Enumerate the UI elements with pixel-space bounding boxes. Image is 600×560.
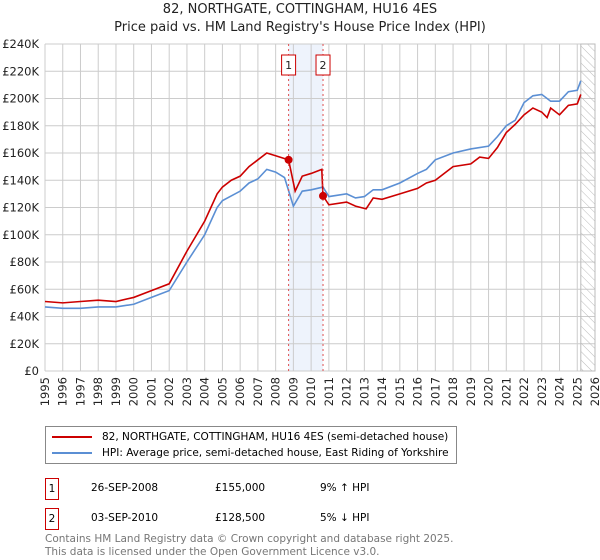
- x-tick-label: 2020: [482, 377, 496, 406]
- sale-label-box: [281, 54, 297, 76]
- footer: Contains HM Land Registry data © Crown c…: [45, 533, 453, 558]
- x-tick-label: 2003: [180, 377, 194, 406]
- x-tick-label: 2010: [304, 377, 318, 406]
- x-tick-label: 1997: [73, 377, 87, 406]
- y-tick-label: £100K: [2, 228, 39, 242]
- sale-price: £155,000: [215, 482, 266, 494]
- x-tick-label: 2026: [588, 377, 600, 406]
- y-tick-label: £220K: [2, 64, 39, 78]
- legend-item-property: 82, NORTHGATE, COTTINGHAM, HU16 4ES (sem…: [52, 429, 448, 445]
- sale-row-2: 2 03-SEP-2010 £128,500 5% ↓ HPI: [45, 508, 600, 530]
- sale-row-1: 1 26-SEP-2008 £155,000 9% ↑ HPI: [45, 478, 600, 500]
- sale-date: 03-SEP-2010: [91, 512, 159, 524]
- forecast-hatch: [580, 43, 596, 372]
- series-line: [44, 80, 582, 310]
- y-tick-label: £40K: [10, 310, 40, 324]
- legend-label: HPI: Average price, semi-detached house,…: [102, 447, 449, 459]
- x-tick-label: 2023: [535, 377, 549, 406]
- series-line: [44, 94, 582, 304]
- x-tick-label: 2014: [375, 377, 389, 406]
- sale-marker-box: 1: [45, 478, 59, 500]
- sale-label: 1: [285, 59, 292, 72]
- y-tick-label: £140K: [2, 173, 39, 187]
- y-tick-label: £80K: [10, 255, 40, 269]
- x-tick-label: 2000: [127, 377, 141, 406]
- sale-price: £128,500: [215, 512, 266, 524]
- x-tick-label: 2001: [144, 377, 158, 406]
- x-tick-label: 1999: [109, 377, 123, 406]
- footer-licence: This data is licensed under the Open Gov…: [45, 545, 380, 558]
- y-tick-label: £180K: [2, 119, 39, 133]
- x-tick-label: 2019: [464, 377, 478, 406]
- x-tick-label: 2015: [393, 377, 407, 406]
- x-tick-label: 2016: [411, 377, 425, 406]
- x-tick-label: 1995: [38, 377, 52, 406]
- y-tick-label: £20K: [10, 337, 40, 351]
- sale-label: 2: [320, 59, 327, 72]
- x-tick-label: 2002: [162, 377, 176, 406]
- y-tick-label: £160K: [2, 146, 39, 160]
- x-tick-label: 2008: [269, 377, 283, 406]
- plot-area: £0 £20K £40K £60K £80K £100K £120K £140K £160K £1…: [2, 37, 600, 406]
- x-tick-label: 2017: [428, 377, 442, 406]
- y-tick-label: £240K: [2, 37, 39, 51]
- footer-copyright: Contains HM Land Registry data © Crown c…: [45, 533, 454, 545]
- x-tick-label: 2021: [499, 377, 513, 406]
- legend-label: 82, NORTHGATE, COTTINGHAM, HU16 4ES (sem…: [102, 431, 449, 443]
- x-tick-label: 2022: [517, 377, 531, 406]
- y-tick-label: £120K: [2, 201, 39, 215]
- x-tick-label: 2005: [215, 377, 229, 406]
- sale-point: [284, 155, 293, 164]
- y-tick-label: £0: [24, 364, 39, 378]
- x-tick-label: 2006: [233, 377, 247, 406]
- x-tick-label: 2025: [570, 377, 584, 406]
- sale-date: 26-SEP-2008: [91, 482, 159, 494]
- legend-item-hpi: HPI: Average price, semi-detached house,…: [52, 445, 449, 461]
- sale-hpi: 9% ↑ HPI: [320, 482, 370, 494]
- x-tick-label: 2009: [286, 377, 300, 406]
- sale-label-box: [315, 54, 331, 76]
- y-tick-label: £60K: [10, 282, 40, 296]
- chart-title: 82, NORTHGATE, COTTINGHAM, HU16 4ES: [162, 2, 438, 17]
- y-tick-label: £200K: [2, 92, 39, 106]
- x-tick-label: 2007: [251, 377, 265, 406]
- sale-point: [319, 191, 328, 200]
- x-tick-label: 2018: [446, 377, 460, 406]
- x-tick-label: 2013: [357, 377, 371, 406]
- x-tick-label: 2012: [340, 377, 354, 406]
- x-tick-label: 1998: [91, 377, 105, 406]
- legend: 82, NORTHGATE, COTTINGHAM, HU16 4ES (sem…: [45, 426, 457, 464]
- x-tick-label: 2024: [553, 377, 567, 406]
- x-tick-label: 2011: [322, 377, 336, 406]
- x-tick-label: 1996: [56, 377, 70, 406]
- sale-hpi: 5% ↓ HPI: [320, 512, 370, 524]
- x-tick-label: 2004: [198, 377, 212, 406]
- legend-swatch: [52, 436, 92, 438]
- sale-marker-box: 2: [45, 508, 59, 530]
- chart-subtitle: Price paid vs. HM Land Registry's House …: [114, 20, 486, 35]
- legend-swatch: [52, 452, 92, 454]
